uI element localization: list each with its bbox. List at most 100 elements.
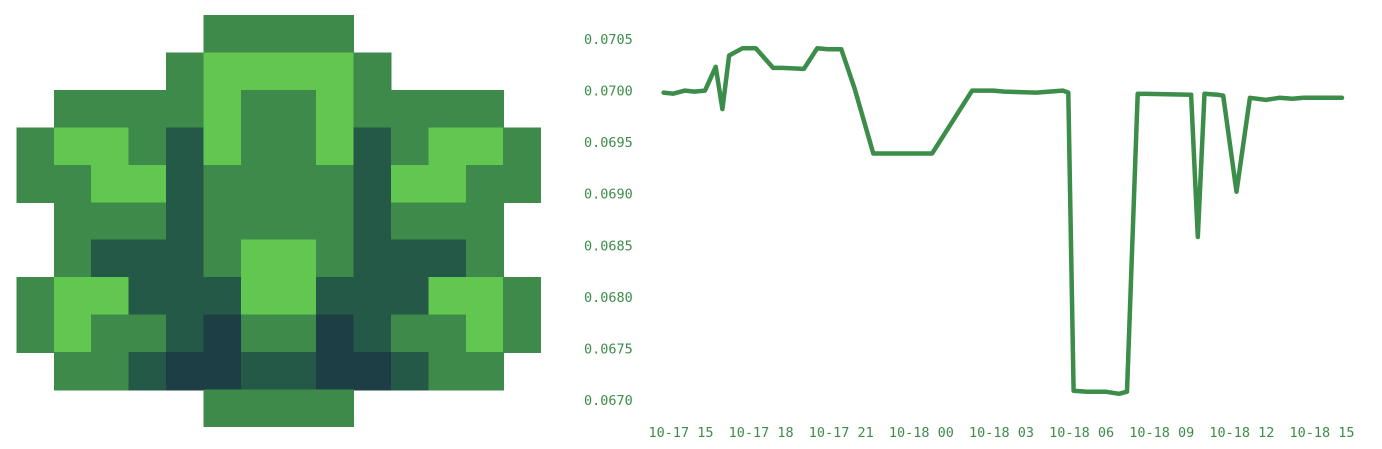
identicon-cell (353, 315, 391, 353)
identicon-cell (16, 315, 54, 353)
identicon-cell (391, 315, 429, 353)
identicon-cell (204, 127, 242, 165)
y-tick-label: 0.0685 (584, 238, 633, 254)
identicon-cell (241, 240, 279, 278)
identicon-cell (129, 202, 167, 240)
x-tick-label: 10-18 09 (1129, 425, 1194, 441)
y-tick-label: 0.0675 (584, 341, 633, 357)
line-chart: 0.0705 0.0700 0.0695 0.0690 0.0685 0.0680 0.06… (570, 0, 1382, 449)
identicon-cell (54, 90, 92, 128)
identicon-cell (316, 202, 354, 240)
y-tick-label: 0.0680 (584, 290, 633, 306)
identicon-cell (16, 277, 54, 315)
identicon-cell (316, 90, 354, 128)
identicon-cell (279, 15, 317, 53)
identicon-cell (204, 315, 242, 353)
identicon-cell (91, 202, 129, 240)
identicon-cell (241, 390, 279, 427)
identicon-cell (241, 90, 279, 128)
identicon-cell (316, 352, 354, 390)
x-tick-label: 10-17 21 (809, 425, 874, 441)
identicon-cell (204, 390, 242, 427)
identicon-cell (279, 240, 317, 278)
identicon-cell (391, 165, 429, 203)
identicon-cell (129, 240, 167, 278)
x-tick-label: 10-18 15 (1289, 425, 1354, 441)
identicon-cell (166, 127, 204, 165)
identicon-cell (129, 277, 167, 315)
x-tick-label: 10-17 15 (648, 425, 713, 441)
identicon-cell (91, 352, 129, 390)
identicon-cell (91, 90, 129, 128)
identicon-cell (391, 240, 429, 278)
y-axis: 0.0705 0.0700 0.0695 0.0690 0.0685 0.0680 0.06… (584, 32, 633, 409)
identicon-cell (466, 90, 504, 128)
identicon-avatar (16, 15, 541, 427)
plot-area (664, 48, 1342, 394)
identicon-cell (129, 127, 167, 165)
identicon-cell (316, 127, 354, 165)
identicon-cell (316, 277, 354, 315)
identicon-cell (204, 90, 242, 128)
identicon-cell (129, 90, 167, 128)
identicon-cell (428, 352, 466, 390)
y-tick-label: 0.0700 (584, 84, 633, 100)
identicon-cell (241, 15, 279, 53)
identicon-cell (204, 277, 242, 315)
identicon-cell (204, 240, 242, 278)
identicon-cell (279, 315, 317, 353)
identicon-cell (279, 202, 317, 240)
identicon-cell (466, 240, 504, 278)
identicon-cell (466, 127, 504, 165)
identicon-cell (166, 277, 204, 315)
x-tick-label: 10-18 03 (969, 425, 1034, 441)
identicon-cell (316, 315, 354, 353)
x-tick-label: 10-17 18 (729, 425, 794, 441)
identicon-cell (129, 165, 167, 203)
identicon-cell (91, 240, 129, 278)
identicon-cell (204, 15, 242, 53)
identicon-cell (204, 165, 242, 203)
identicon-cell (241, 352, 279, 390)
series-line (664, 48, 1342, 394)
identicon-cell (466, 202, 504, 240)
identicon-cell (166, 90, 204, 128)
identicon-cell (166, 352, 204, 390)
identicon-cell (428, 240, 466, 278)
identicon-cell (316, 15, 354, 53)
identicon-cell (54, 240, 92, 278)
identicon-cell (91, 127, 129, 165)
identicon-cell (428, 127, 466, 165)
identicon-cell (16, 165, 54, 203)
identicon-cell (466, 315, 504, 353)
identicon-cell (428, 277, 466, 315)
x-axis: 10-17 15 10-17 18 10-17 21 10-18 00 10-18 03… (648, 425, 1354, 441)
identicon-cell (54, 352, 92, 390)
y-tick-label: 0.0670 (584, 393, 633, 409)
x-tick-label: 10-18 12 (1209, 425, 1274, 441)
identicon-cell (353, 52, 391, 90)
identicon-cell (503, 165, 541, 203)
identicon-cell (428, 315, 466, 353)
y-tick-label: 0.0695 (584, 135, 633, 151)
identicon-cell (54, 277, 92, 315)
identicon-cell (503, 315, 541, 353)
identicon-cell (353, 127, 391, 165)
identicon-cell (279, 127, 317, 165)
identicon-cell (241, 202, 279, 240)
identicon-cell (466, 352, 504, 390)
identicon-cell (241, 277, 279, 315)
identicon-cell (241, 165, 279, 203)
identicon-cell (279, 277, 317, 315)
identicon-cell (391, 90, 429, 128)
identicon-cell (391, 202, 429, 240)
identicon-cell (204, 352, 242, 390)
identicon-cell (204, 52, 242, 90)
identicon-cell (466, 277, 504, 315)
identicon-cell (166, 240, 204, 278)
identicon-cell (241, 127, 279, 165)
identicon-cell (54, 315, 92, 353)
identicon-cell (279, 165, 317, 203)
identicon-cell (316, 390, 354, 427)
identicon-cell (279, 352, 317, 390)
